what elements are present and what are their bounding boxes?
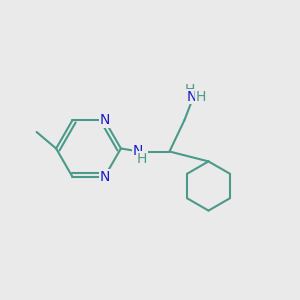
Text: N: N [100, 113, 110, 128]
Text: H: H [137, 152, 147, 166]
Text: N: N [187, 90, 197, 104]
Text: N: N [187, 90, 197, 104]
Text: H: H [196, 90, 206, 104]
Text: H: H [137, 152, 147, 166]
Text: H: H [185, 83, 195, 97]
Text: H: H [196, 90, 206, 104]
Text: N: N [100, 169, 110, 184]
Text: N: N [133, 144, 143, 158]
Text: N: N [133, 144, 143, 158]
Text: H: H [185, 83, 195, 97]
Text: N: N [100, 169, 110, 184]
Text: N: N [100, 113, 110, 128]
